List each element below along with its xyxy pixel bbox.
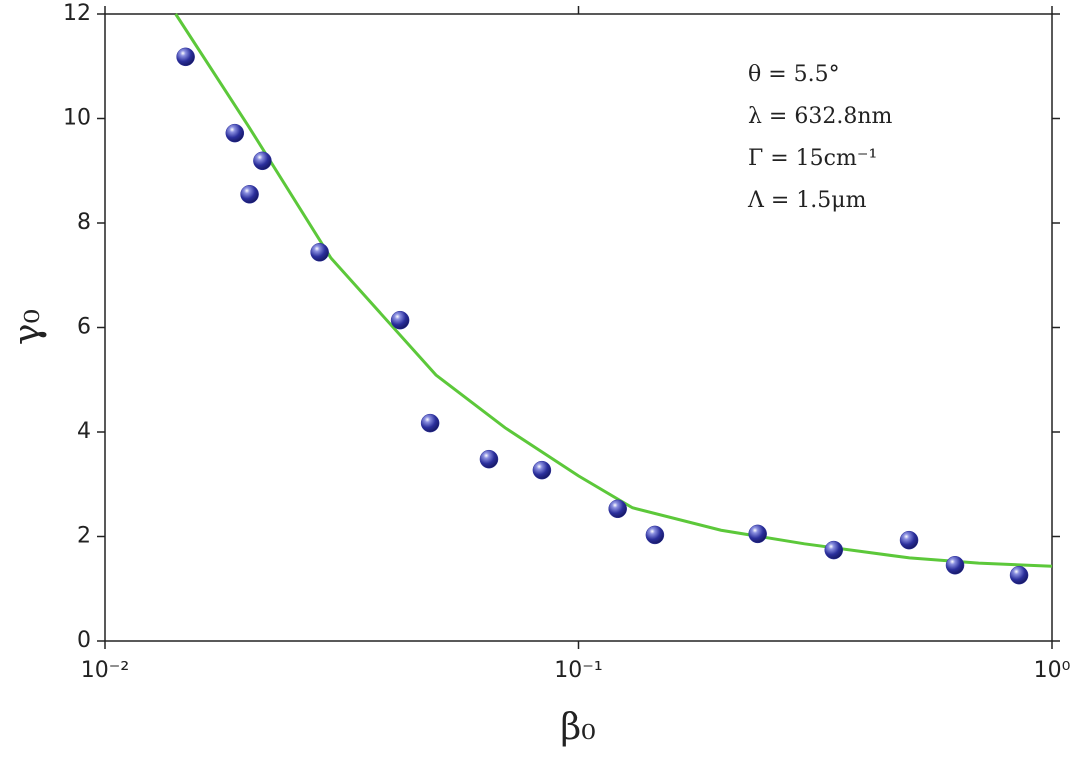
- data-point: [253, 151, 272, 171]
- annotation: Γ = 15cm⁻¹: [748, 146, 877, 171]
- y-axis-title: γ₀: [7, 309, 48, 345]
- data-point: [479, 449, 499, 469]
- data-point: [240, 185, 259, 204]
- data-point: [608, 499, 627, 519]
- fit-line: [174, 13, 1053, 568]
- x-axis-title: β₀: [560, 707, 595, 748]
- data-point: [1009, 565, 1029, 585]
- data-point: [899, 530, 919, 550]
- y-tick-label: 6: [77, 315, 91, 340]
- annotation: λ = 632.8nm: [748, 104, 893, 129]
- data-point: [945, 555, 965, 575]
- annotation: Λ = 1.5μm: [747, 188, 867, 213]
- y-tick-label: 2: [77, 524, 91, 549]
- x-tick-label: 10⁰: [1034, 658, 1071, 683]
- y-tick-label: 10: [63, 106, 91, 131]
- data-point: [748, 524, 767, 544]
- data-point: [532, 460, 552, 480]
- data-point: [176, 47, 195, 67]
- data-point: [310, 243, 329, 262]
- y-tick-label: 0: [77, 628, 91, 653]
- y-tick-label: 8: [77, 210, 91, 235]
- annotation: θ = 5.5°: [748, 62, 840, 87]
- data-point: [225, 123, 245, 143]
- y-tick-label: 12: [63, 1, 91, 26]
- data-point: [420, 413, 440, 433]
- data-point: [390, 310, 410, 330]
- x-tick-label: 10⁻²: [81, 658, 129, 683]
- data-point: [824, 540, 844, 560]
- data-point: [645, 525, 665, 545]
- y-tick-label: 4: [77, 419, 91, 444]
- x-tick-label: 10⁻¹: [554, 658, 602, 683]
